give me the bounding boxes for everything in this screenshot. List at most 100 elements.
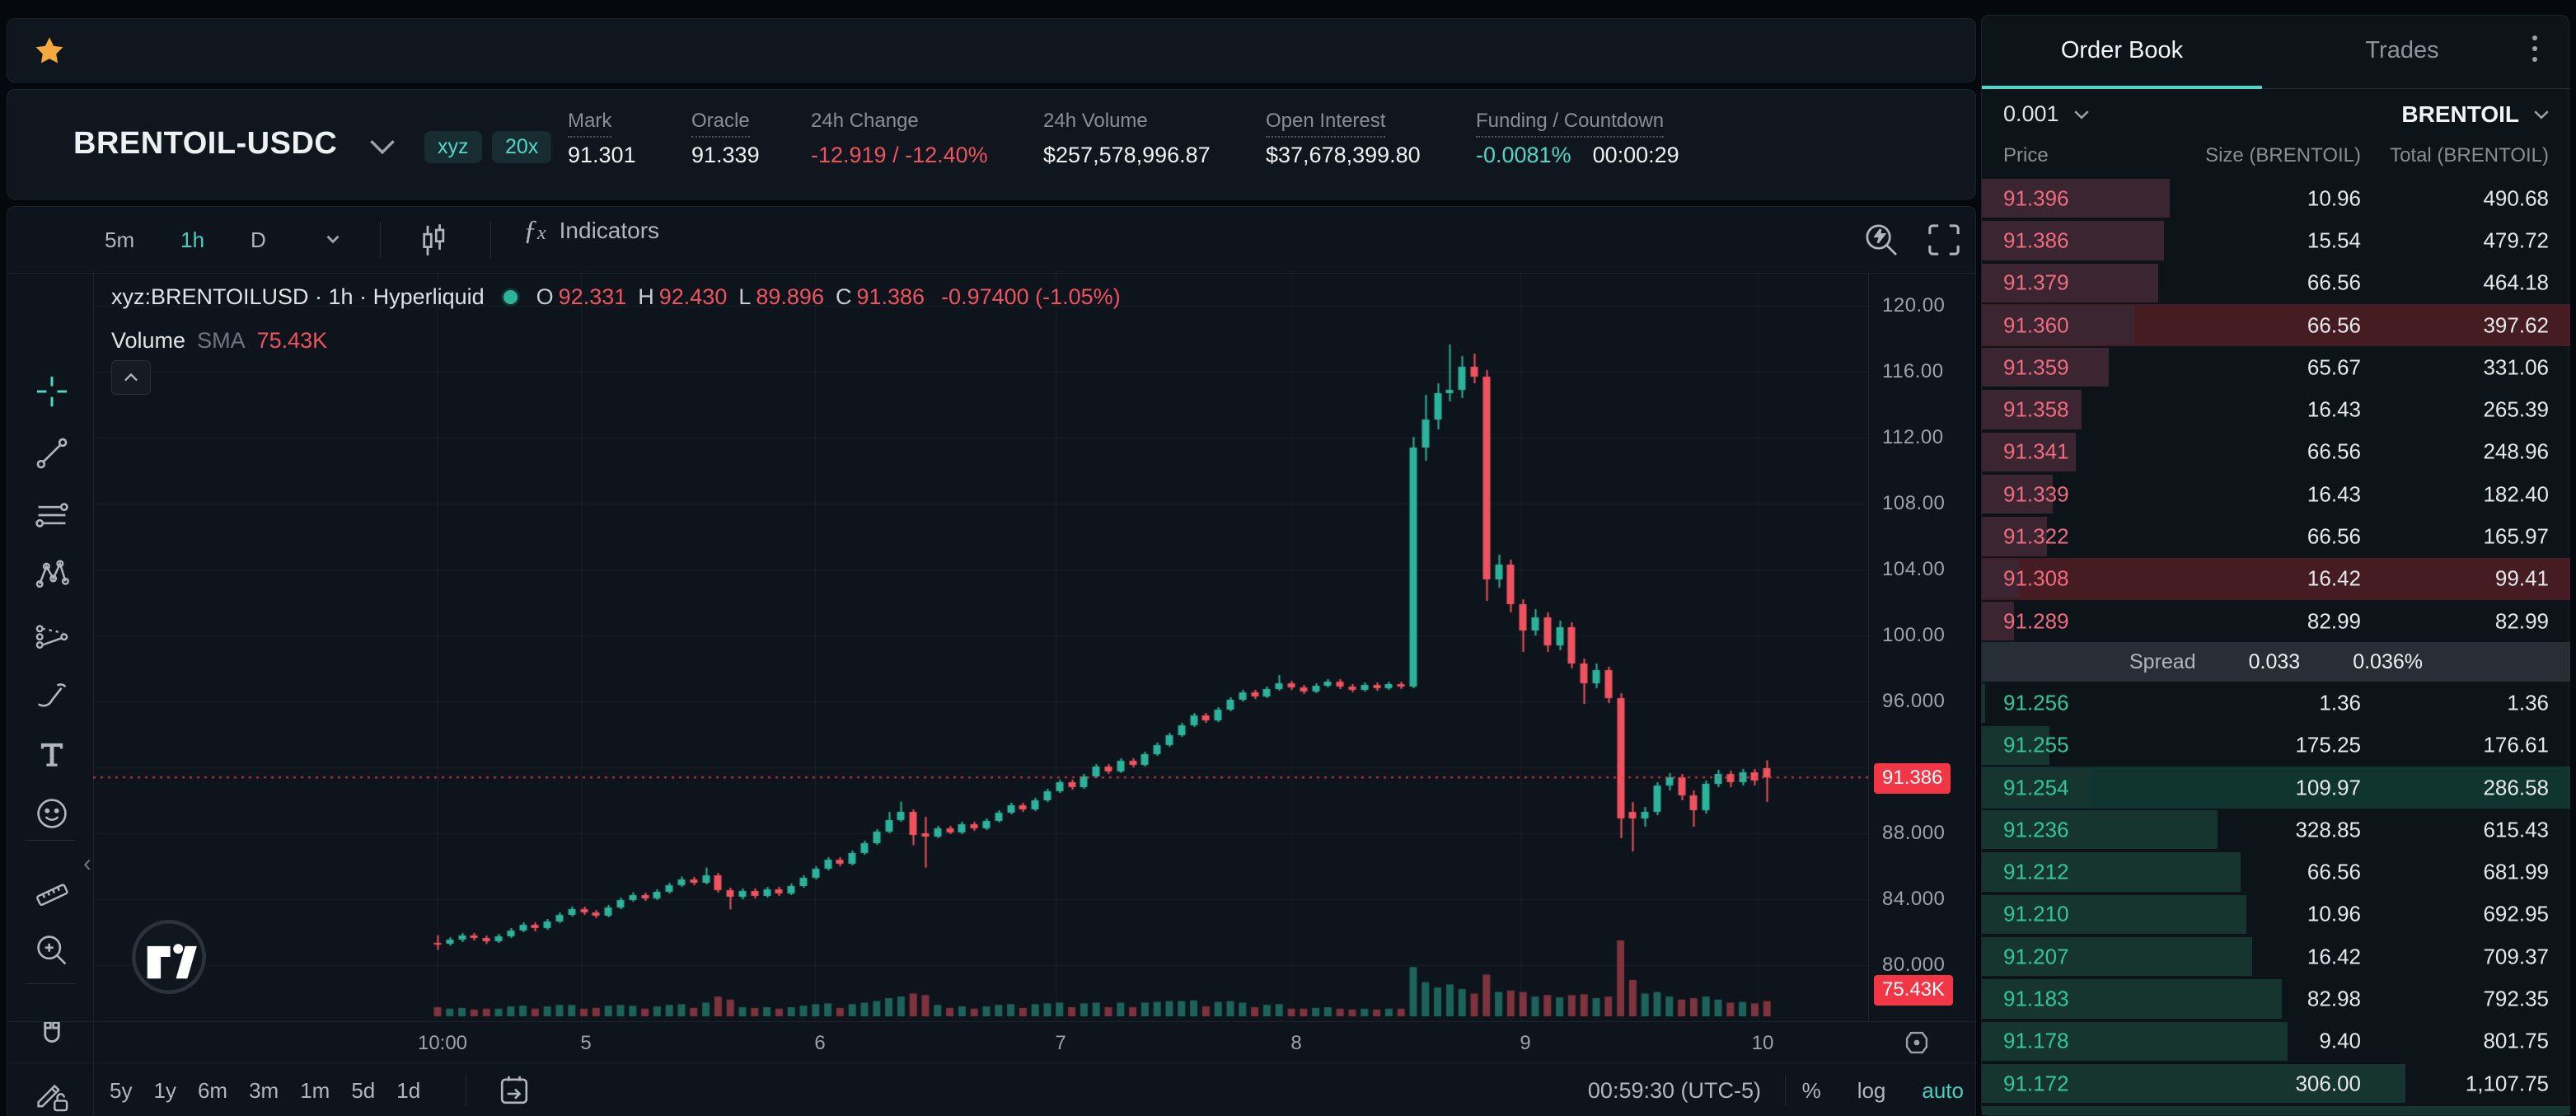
range-5d[interactable]: 5d [351,1077,376,1103]
depth-bar [1982,852,2241,892]
drawing-toolbar: ‹ [7,273,94,1116]
bid-row[interactable]: 91.178 9.40 801.75 [1982,1020,2570,1062]
chart-panel: 5m 1h D ƒx Indicators [7,206,1978,1116]
zoom-in-icon[interactable] [32,931,72,970]
bid-row[interactable]: 91.170 439.97 1,547.72 [1982,1104,2570,1115]
spread-row: Spread 0.033 0.036% [1982,642,2570,682]
ask-row[interactable]: 91.396 10.96 490.68 [1982,177,2570,219]
range-5y[interactable]: 5y [110,1077,133,1103]
scale-%[interactable]: % [1801,1077,1821,1103]
crosshair-icon[interactable] [32,372,72,411]
ask-row[interactable]: 91.322 66.56 165.97 [1982,515,2570,557]
candlestick-chart[interactable] [93,273,1868,1021]
time-axis[interactable]: 10:00 5 6 7 8 9 10 [7,1021,1977,1063]
symbol-chevron-down-icon[interactable] [368,138,396,156]
ask-row[interactable]: 91.358 16.43 265.39 [1982,388,2570,430]
range-3m[interactable]: 3m [249,1077,279,1103]
interval-1h[interactable]: 1h [180,227,205,252]
range-1m[interactable]: 1m [300,1077,330,1103]
ask-row[interactable]: 91.289 82.99 82.99 [1982,600,2570,642]
bid-row[interactable]: 91.255 175.25 176.61 [1982,724,2570,767]
price-cell: 91.256 [2003,690,2069,715]
emoji-icon[interactable] [32,794,72,833]
bid-row[interactable]: 91.256 1.36 1.36 [1982,682,2570,724]
total-cell: 490.68 [2483,185,2549,211]
bid-row[interactable]: 91.212 66.56 681.99 [1982,851,2570,893]
interval-5m[interactable]: 5m [105,227,135,252]
ask-row[interactable]: 91.359 65.67 331.06 [1982,346,2570,388]
market-status-dot[interactable] [500,288,520,307]
legend-volume-label[interactable]: Volume [111,328,186,353]
indicators-button[interactable]: ƒx Indicators [523,215,659,246]
legend-sma-value: 75.43K [256,328,328,353]
toolbar-collapse-chevron[interactable]: ‹ [83,850,91,877]
size-cell: 175.25 [2295,732,2361,757]
tab-trades[interactable]: Trades [2365,37,2439,63]
scale-buttons: % log auto [1802,1063,1964,1116]
spread-label: Spread [2129,649,2196,673]
scale-log[interactable]: log [1857,1077,1886,1103]
interval-D[interactable]: D [251,227,266,252]
projection-icon[interactable] [32,616,72,655]
fullscreen-icon[interactable] [1924,220,1964,260]
total-cell: 692.95 [2483,901,2549,926]
bid-row[interactable]: 91.236 328.85 615.43 [1982,809,2570,851]
bid-row[interactable]: 91.183 82.98 792.35 [1982,978,2570,1020]
depth-bar [1982,179,2171,218]
bid-row[interactable]: 91.172 306.00 1,107.75 [1982,1062,2570,1104]
tradingview-logo[interactable] [131,919,207,995]
timezone-marker-icon[interactable] [1903,1029,1931,1057]
symbol-title[interactable]: BRENTOIL-USDC [73,126,338,161]
ask-row[interactable]: 91.386 15.54 479.72 [1982,219,2570,261]
interval-chevron-down-icon[interactable] [322,227,344,251]
candle-style-button[interactable] [413,220,452,260]
legend-collapse-button[interactable] [111,360,151,395]
asset-dropdown[interactable]: BRENTOIL [2401,101,2550,128]
range-6m[interactable]: 6m [197,1077,228,1103]
pattern-icon[interactable] [32,555,72,594]
ask-row[interactable]: 91.308 16.42 99.41 [1982,557,2570,600]
legend-title[interactable]: xyz:BRENTOILUSD · 1h · Hyperliquid [111,284,485,309]
trend-line-icon[interactable] [32,434,72,473]
size-cell: 82.99 [2307,608,2361,634]
price-tick: 112.00 [1882,426,1944,448]
tab-order-book[interactable]: Order Book [2060,37,2184,63]
bid-row[interactable]: 91.210 10.96 692.95 [1982,893,2570,935]
size-cell: 306.00 [2295,1071,2361,1096]
ask-row[interactable]: 91.379 66.56 464.18 [1982,262,2570,304]
col-total: Total (BRENTOIL) [2390,144,2549,166]
bid-row[interactable]: 91.207 16.42 709.37 [1982,935,2570,978]
total-cell: 182.40 [2483,481,2549,507]
brush-icon[interactable] [32,675,72,715]
price-cell: 91.341 [2003,438,2069,464]
scale-auto[interactable]: auto [1922,1077,1964,1103]
depth-bar [1982,1106,2570,1115]
bid-rows: 91.256 1.36 1.36 91.255 175.25 176.61 91.254 10… [1982,682,2570,1115]
range-1y[interactable]: 1y [153,1077,176,1103]
precision-dropdown[interactable]: 0.001 [2003,101,2091,127]
stat-mark: Mark 91.301 [568,110,636,167]
depth-bar [1982,767,2091,808]
depth-bar [1982,1063,2406,1104]
star-icon[interactable] [32,34,67,68]
text-icon[interactable] [32,734,72,774]
range-1d[interactable]: 1d [396,1077,421,1103]
fib-retracement-icon[interactable] [32,495,72,535]
ask-row[interactable]: 91.339 16.43 182.40 [1982,473,2570,515]
ask-row[interactable]: 91.360 66.56 397.62 [1982,303,2570,347]
draw-lock-icon[interactable] [32,1076,72,1115]
price-axis[interactable]: 120.00 116.00 112.00 108.00 104.00 100.00 96.0… [1868,273,1978,1021]
ask-row[interactable]: 91.341 66.56 248.96 [1982,431,2570,473]
go-to-date-icon[interactable] [495,1071,533,1109]
bid-row[interactable]: 91.254 109.97 286.58 [1982,766,2570,809]
size-cell: 82.98 [2307,986,2361,1011]
range-buttons: 5y 1y 6m 3m 1m 5d 1d [110,1063,442,1116]
ruler-icon[interactable] [32,870,72,910]
session-clock[interactable]: 00:59:30 (UTC-5) [1587,1078,1761,1103]
chart-toolbar: 5m 1h D ƒx Indicators [7,207,1977,274]
magnet-icon[interactable] [32,1016,72,1056]
kebab-menu-icon[interactable] [2532,35,2537,62]
quick-search-icon[interactable] [1862,220,1901,260]
price-cell: 91.360 [2003,312,2069,338]
stat-24h-change: 24h Change -12.919 / -12.40% [811,110,988,167]
